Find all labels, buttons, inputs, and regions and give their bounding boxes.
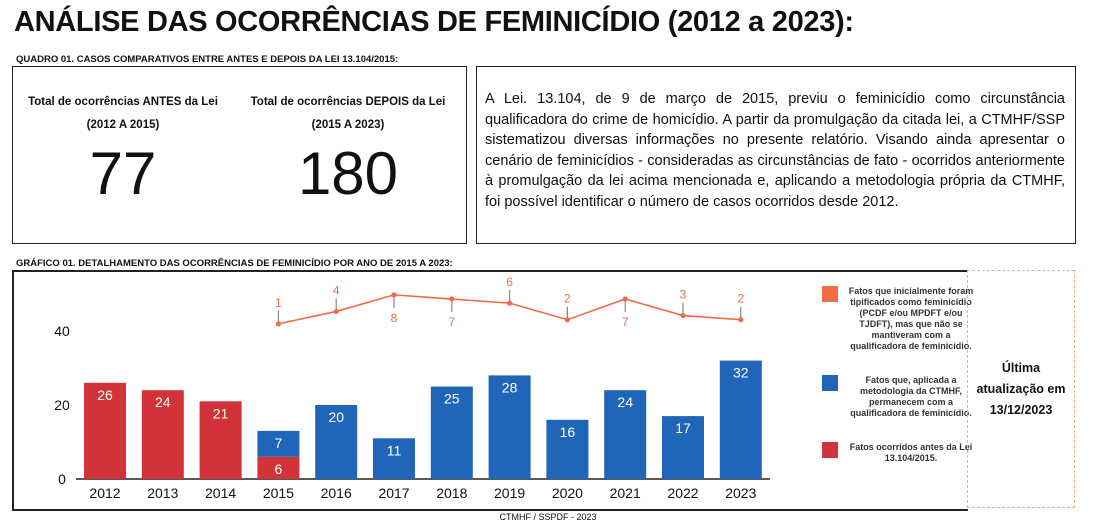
bar	[257, 456, 300, 479]
x-tick-label: 2020	[552, 485, 583, 501]
chart-caption: GRÁFICO 01. DETALHAMENTO DAS OCORRÊNCIAS…	[16, 258, 453, 269]
y-tick-label: 40	[54, 323, 70, 339]
last-update-label: Última	[1001, 360, 1041, 375]
before-stat: Total de ocorrências ANTES da Lei (2012 …	[23, 91, 223, 209]
bar-value-label: 21	[213, 405, 229, 421]
x-tick-label: 2014	[205, 485, 236, 501]
legend-item-red: Fatos ocorridos antes da Lei 13.104/2015…	[822, 442, 976, 464]
x-tick-label: 2023	[725, 485, 756, 501]
line-point	[564, 317, 571, 323]
chart-panel	[12, 270, 968, 511]
x-tick-label: 2018	[436, 485, 467, 501]
legend-swatch	[822, 286, 838, 302]
line-value-label: 2	[564, 292, 571, 306]
bar-value-label: 32	[733, 365, 749, 381]
bar	[430, 386, 473, 479]
legend-item-line: Fatos que inicialmente foram tipificados…	[822, 286, 976, 352]
x-tick-label: 2015	[263, 485, 294, 501]
bar	[257, 430, 300, 457]
legend-swatch	[822, 375, 838, 391]
line-value-label: 4	[333, 283, 340, 297]
line-point	[622, 296, 628, 302]
bar	[141, 390, 184, 479]
line-point	[333, 308, 339, 315]
line-point	[275, 321, 281, 327]
bar	[662, 416, 704, 479]
bar	[199, 401, 242, 479]
last-update-date: 13/12/2023	[989, 402, 1053, 417]
bar-value-label: 24	[155, 394, 171, 410]
bar-value-label: 11	[387, 442, 402, 458]
before-period: (2012 A 2015)	[86, 119, 160, 131]
line-value-label: 2	[737, 292, 744, 306]
legend-swatch	[822, 442, 838, 458]
x-tick-label: 2019	[494, 485, 525, 501]
bar-value-label: 25	[444, 391, 460, 407]
quadro-caption: QUADRO 01. CASOS COMPARATIVOS ENTRE ANTE…	[16, 54, 399, 65]
x-tick-label: 2017	[378, 485, 409, 501]
footer: CTMHF / SSPDF - 2023	[499, 512, 597, 522]
y-tick-label: 0	[58, 471, 66, 487]
before-value: 77	[89, 140, 157, 207]
bar	[84, 382, 126, 479]
bar-value-label: 6	[275, 461, 283, 477]
legend-label: Fatos que inicialmente foram tipificados…	[848, 286, 974, 351]
page-title: ANÁLISE DAS OCORRÊNCIAS DE FEMINICÍDIO (…	[14, 6, 854, 38]
x-tick-label: 2013	[147, 485, 178, 501]
bar-value-label: 26	[97, 387, 113, 403]
after-stat: Total de ocorrências DEPOIS da Lei (2015…	[248, 91, 448, 209]
after-period: (2015 A 2023)	[311, 119, 385, 131]
y-tick-label: 20	[54, 397, 70, 413]
bar	[719, 360, 762, 479]
line-point	[738, 317, 744, 323]
legend-item-blue: Fatos que, aplicada a metodologia da CTM…	[822, 375, 976, 419]
legend-label: Fatos ocorridos antes da Lei 13.104/2015…	[849, 442, 973, 463]
bar-value-label: 16	[560, 424, 576, 440]
x-tick-label: 2021	[610, 485, 641, 501]
bar-value-label: 24	[617, 394, 633, 410]
after-label: Total de ocorrências DEPOIS da Lei	[250, 96, 446, 108]
bar	[373, 438, 415, 479]
bar-value-label: 28	[502, 379, 518, 395]
x-tick-label: 2012	[89, 485, 120, 501]
line-point	[449, 296, 455, 302]
x-tick-label: 2022	[667, 485, 698, 501]
bar	[488, 375, 531, 479]
law-text: A Lei. 13.104, de 9 de março de 2015, pr…	[485, 91, 1065, 210]
line-value-label: 1	[275, 296, 282, 310]
line-value-label: 7	[622, 315, 629, 329]
last-update-box: Última atualização em 13/12/2023	[967, 270, 1075, 508]
line-point	[507, 300, 513, 306]
line-value-label: 3	[680, 288, 687, 302]
legend-label: Fatos que, aplicada a metodologia da CTM…	[850, 375, 972, 418]
line-point	[680, 312, 686, 319]
bar-value-label: 7	[275, 435, 283, 451]
line-value-label: 6	[506, 275, 513, 289]
bar	[315, 405, 358, 479]
line-value-label: 8	[391, 311, 398, 325]
x-tick-label: 2016	[321, 485, 352, 501]
bar	[604, 390, 647, 479]
before-label: Total de ocorrências ANTES da Lei	[28, 96, 218, 108]
line-value-label: 7	[448, 315, 455, 329]
last-update-label: atualização em	[976, 381, 1066, 396]
law-text-box: A Lei. 13.104, de 9 de março de 2015, pr…	[476, 66, 1076, 244]
after-value: 180	[297, 140, 399, 207]
line-point	[391, 292, 397, 298]
bar-value-label: 20	[328, 409, 344, 425]
bar	[546, 419, 589, 479]
bar-value-label: 17	[675, 420, 691, 436]
comparison-box: Total de ocorrências ANTES da Lei (2012 …	[12, 66, 467, 244]
